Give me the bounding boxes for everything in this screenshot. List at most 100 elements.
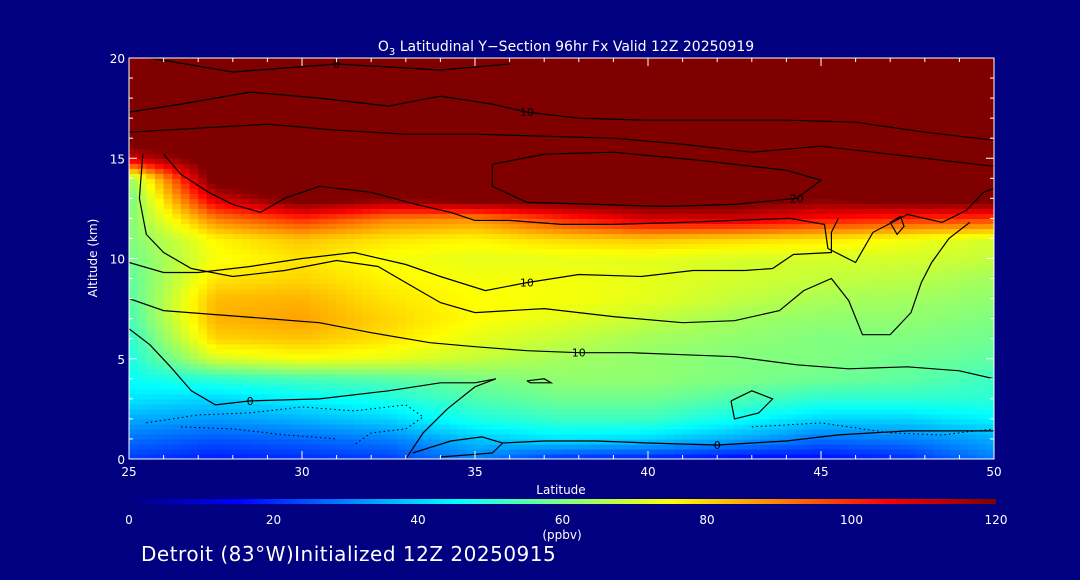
- heatmap-cell: [587, 423, 597, 430]
- heatmap-cell: [302, 228, 312, 235]
- heatmap-cell: [293, 323, 303, 330]
- heatmap-cell: [942, 433, 952, 440]
- heatmap-cell: [449, 433, 459, 440]
- heatmap-cell: [371, 438, 381, 445]
- heatmap-cell: [561, 403, 571, 410]
- heatmap-cell: [864, 298, 874, 305]
- heatmap-cell: [327, 293, 338, 300]
- heatmap-cell: [924, 358, 935, 365]
- heatmap-cell: [604, 358, 614, 365]
- heatmap-cell: [206, 368, 217, 375]
- heatmap-cell: [544, 328, 554, 335]
- heatmap-cell: [475, 298, 485, 305]
- heatmap-cell: [933, 428, 943, 435]
- heatmap-cell: [172, 298, 182, 305]
- heatmap-cell: [172, 358, 182, 365]
- heatmap-cell: [639, 378, 649, 385]
- heatmap-cell: [604, 208, 614, 214]
- heatmap-cell: [180, 378, 191, 385]
- heatmap-cell: [673, 433, 684, 440]
- heatmap-cell: [423, 243, 433, 250]
- heatmap-cell: [198, 343, 208, 350]
- heatmap-cell: [881, 423, 891, 430]
- heatmap-cell: [734, 323, 744, 330]
- heatmap-cell: [743, 438, 753, 445]
- heatmap-cell: [864, 223, 874, 230]
- heatmap-cell: [751, 348, 762, 355]
- heatmap-cell: [189, 433, 199, 440]
- heatmap-cell: [431, 408, 441, 415]
- heatmap-cell: [691, 233, 701, 240]
- heatmap-cell: [154, 418, 165, 425]
- heatmap-cell: [648, 303, 658, 310]
- heatmap-cell: [284, 208, 294, 214]
- heatmap-cell: [821, 268, 831, 275]
- heatmap-cell: [206, 303, 217, 310]
- heatmap-cell: [276, 288, 286, 295]
- heatmap-cell: [985, 453, 994, 459]
- heatmap-cell: [587, 393, 597, 400]
- heatmap-cell: [933, 233, 943, 240]
- heatmap-cell: [475, 408, 485, 415]
- heatmap-cell: [942, 298, 952, 305]
- heatmap-cell: [769, 333, 779, 340]
- heatmap-cell: [146, 258, 156, 265]
- heatmap-cell: [717, 433, 727, 440]
- heatmap-cell: [483, 338, 493, 345]
- heatmap-cell: [423, 413, 433, 420]
- heatmap-cell: [743, 328, 753, 335]
- heatmap-cell: [172, 428, 182, 435]
- heatmap-cell: [838, 273, 848, 280]
- heatmap-cell: [224, 248, 234, 255]
- heatmap-cell: [691, 418, 701, 425]
- heatmap-cell: [163, 208, 173, 214]
- heatmap-cell: [769, 373, 779, 380]
- heatmap-cell: [336, 328, 346, 335]
- heatmap-cell: [570, 398, 580, 405]
- heatmap-cell: [673, 418, 684, 425]
- heatmap-cell: [405, 438, 416, 445]
- heatmap-cell: [916, 303, 926, 310]
- heatmap-cell: [933, 368, 943, 375]
- heatmap-cell: [985, 373, 994, 380]
- heatmap-cell: [224, 343, 234, 350]
- heatmap-cell: [535, 223, 545, 230]
- heatmap-cell: [838, 238, 848, 245]
- heatmap-cell: [968, 403, 978, 410]
- heatmap-cell: [276, 218, 286, 225]
- heatmap-cell: [950, 418, 960, 425]
- heatmap-cell: [717, 403, 727, 410]
- heatmap-cell: [241, 248, 251, 255]
- heatmap-cell: [154, 298, 165, 305]
- heatmap-cell: [613, 408, 623, 415]
- heatmap-cell: [180, 453, 191, 459]
- heatmap-cell: [371, 288, 381, 295]
- heatmap-cell: [509, 398, 519, 405]
- heatmap-cell: [630, 398, 640, 405]
- heatmap-cell: [639, 363, 649, 370]
- heatmap-cell: [258, 308, 268, 315]
- heatmap-cell: [760, 423, 770, 430]
- heatmap-cell: [276, 313, 286, 320]
- heatmap-cell: [613, 418, 623, 425]
- heatmap-cell: [838, 218, 848, 225]
- heatmap-cell: [942, 378, 952, 385]
- heatmap-cell: [509, 413, 519, 420]
- heatmap-cell: [760, 223, 770, 230]
- heatmap-cell: [509, 328, 519, 335]
- heatmap-cell: [483, 233, 493, 240]
- heatmap-cell: [397, 288, 407, 295]
- heatmap-cell: [440, 438, 450, 445]
- heatmap-cell: [708, 223, 718, 230]
- heatmap-cell: [371, 333, 381, 340]
- heatmap-cell: [232, 218, 243, 225]
- heatmap-cell: [725, 433, 736, 440]
- heatmap-cell: [682, 228, 692, 235]
- heatmap-cell: [725, 343, 736, 350]
- heatmap-cell: [950, 368, 960, 375]
- heatmap-cell: [803, 358, 813, 365]
- heatmap-cell: [872, 318, 883, 325]
- heatmap-cell: [405, 273, 416, 280]
- heatmap-cell: [423, 293, 433, 300]
- heatmap-cell: [224, 348, 234, 355]
